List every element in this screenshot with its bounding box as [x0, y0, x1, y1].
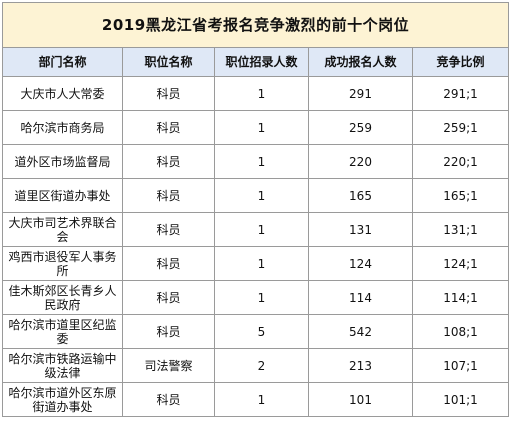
cell-applicants: 165 — [308, 178, 413, 213]
cell-dept: 大庆市司艺术界联合会 — [2, 212, 123, 247]
header-row: 部门名称 职位名称 职位招录人数 成功报名人数 竞争比例 — [2, 47, 510, 77]
cell-dept: 哈尔滨市商务局 — [2, 110, 123, 145]
table-row: 道里区街道办事处 科员 1 165 165;1 — [2, 178, 510, 213]
cell-ratio: 124;1 — [411, 246, 510, 281]
table-title: 2019黑龙江省考报名竞争激烈的前十个岗位 — [1, 2, 510, 48]
cell-ratio: 291;1 — [411, 76, 510, 111]
cell-quota: 1 — [214, 76, 309, 111]
header-position: 职位名称 — [122, 47, 215, 77]
cell-ratio: 114;1 — [411, 280, 510, 315]
table-row: 佳木斯郊区长青乡人民政府 科员 1 114 114;1 — [2, 280, 510, 315]
cell-quota: 2 — [214, 348, 309, 383]
cell-ratio: 101;1 — [411, 382, 510, 417]
cell-applicants: 259 — [308, 110, 413, 145]
table-row: 鸡西市退役军人事务所 科员 1 124 124;1 — [2, 246, 510, 281]
cell-quota: 1 — [214, 110, 309, 145]
header-applicants: 成功报名人数 — [308, 47, 413, 77]
cell-ratio: 131;1 — [411, 212, 510, 247]
header-quota: 职位招录人数 — [214, 47, 309, 77]
cell-quota: 1 — [214, 246, 309, 281]
header-ratio: 竞争比例 — [411, 47, 510, 77]
table-row: 哈尔滨市铁路运输中级法律 司法警察 2 213 107;1 — [2, 348, 510, 383]
table-body: 大庆市人大常委 科员 1 291 291;1 哈尔滨市商务局 科员 1 259 259;1 道外区市… — [2, 76, 510, 417]
cell-applicants: 114 — [308, 280, 413, 315]
cell-quota: 1 — [214, 280, 309, 315]
cell-position: 科员 — [122, 246, 215, 281]
table-row: 大庆市司艺术界联合会 科员 1 131 131;1 — [2, 212, 510, 247]
cell-position: 科员 — [122, 144, 215, 179]
cell-applicants: 291 — [308, 76, 413, 111]
cell-dept: 哈尔滨市道里区纪监委 — [2, 314, 123, 349]
cell-ratio: 107;1 — [411, 348, 510, 383]
cell-position: 科员 — [122, 110, 215, 145]
cell-dept: 哈尔滨市道外区东原街道办事处 — [2, 382, 123, 417]
cell-applicants: 220 — [308, 144, 413, 179]
table-row: 道外区市场监督局 科员 1 220 220;1 — [2, 144, 510, 179]
cell-position: 科员 — [122, 212, 215, 247]
cell-quota: 5 — [214, 314, 309, 349]
cell-applicants: 213 — [308, 348, 413, 383]
cell-ratio: 259;1 — [411, 110, 510, 145]
table-row: 哈尔滨市商务局 科员 1 259 259;1 — [2, 110, 510, 145]
cell-quota: 1 — [214, 178, 309, 213]
cell-ratio: 108;1 — [411, 314, 510, 349]
cell-dept: 道外区市场监督局 — [2, 144, 123, 179]
cell-ratio: 165;1 — [411, 178, 510, 213]
cell-applicants: 131 — [308, 212, 413, 247]
cell-dept: 道里区街道办事处 — [2, 178, 123, 213]
cell-quota: 1 — [214, 382, 309, 417]
header-dept: 部门名称 — [2, 47, 123, 77]
table-row: 哈尔滨市道里区纪监委 科员 5 542 108;1 — [2, 314, 510, 349]
cell-dept: 大庆市人大常委 — [2, 76, 123, 111]
cell-position: 科员 — [122, 178, 215, 213]
cell-applicants: 124 — [308, 246, 413, 281]
cell-dept: 佳木斯郊区长青乡人民政府 — [2, 280, 123, 315]
table-row: 哈尔滨市道外区东原街道办事处 科员 1 101 101;1 — [2, 382, 510, 417]
cell-applicants: 542 — [308, 314, 413, 349]
cell-position: 科员 — [122, 382, 215, 417]
table-row: 大庆市人大常委 科员 1 291 291;1 — [2, 76, 510, 111]
cell-dept: 哈尔滨市铁路运输中级法律 — [2, 348, 123, 383]
cell-position: 科员 — [122, 280, 215, 315]
cell-position: 科员 — [122, 314, 215, 349]
cell-quota: 1 — [214, 144, 309, 179]
cell-position: 司法警察 — [122, 348, 215, 383]
cell-ratio: 220;1 — [411, 144, 510, 179]
cell-quota: 1 — [214, 212, 309, 247]
title-row: 2019黑龙江省考报名竞争激烈的前十个岗位 — [1, 2, 510, 48]
cell-position: 科员 — [122, 76, 215, 111]
cell-applicants: 101 — [308, 382, 413, 417]
cell-dept: 鸡西市退役军人事务所 — [2, 246, 123, 281]
